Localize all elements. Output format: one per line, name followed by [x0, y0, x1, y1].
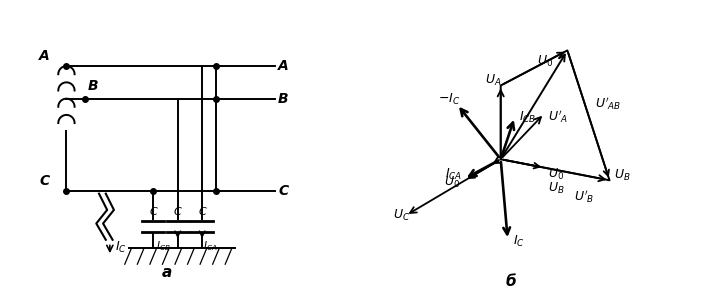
Text: $-I_C$: $-I_C$: [437, 92, 460, 107]
Text: $I_{CA}$: $I_{CA}$: [204, 240, 218, 253]
Text: В: В: [278, 92, 289, 106]
Text: $U_B$: $U_B$: [614, 168, 631, 183]
Text: $I_{CA}$: $I_{CA}$: [444, 166, 462, 182]
Text: С: С: [149, 207, 157, 217]
Text: В: В: [88, 79, 99, 93]
Text: $U_B$: $U_B$: [548, 181, 565, 196]
Text: С: С: [278, 184, 288, 198]
Text: $U_C$: $U_C$: [393, 208, 410, 223]
Text: $I_C$: $I_C$: [513, 234, 525, 249]
Text: С: С: [174, 207, 182, 217]
Text: $U_0$: $U_0$: [444, 175, 460, 190]
Text: $U'_{AB}$: $U'_{AB}$: [596, 96, 622, 112]
Text: $U'_A$: $U'_A$: [548, 108, 569, 125]
Text: А: А: [39, 49, 50, 63]
Text: $U_0$: $U_0$: [548, 167, 564, 182]
Text: $I_{CB}$: $I_{CB}$: [519, 110, 536, 125]
Text: $U'_B$: $U'_B$: [574, 189, 595, 205]
Text: $U_0$: $U_0$: [537, 53, 553, 68]
Text: С: С: [198, 207, 206, 217]
Text: б: б: [506, 273, 517, 289]
Text: $I_{CB}$: $I_{CB}$: [156, 240, 171, 253]
Text: С: С: [39, 174, 50, 188]
Text: А: А: [278, 59, 289, 73]
Text: $U_A$: $U_A$: [485, 73, 502, 88]
Text: а: а: [162, 266, 172, 281]
Text: $I_C$: $I_C$: [115, 240, 127, 255]
